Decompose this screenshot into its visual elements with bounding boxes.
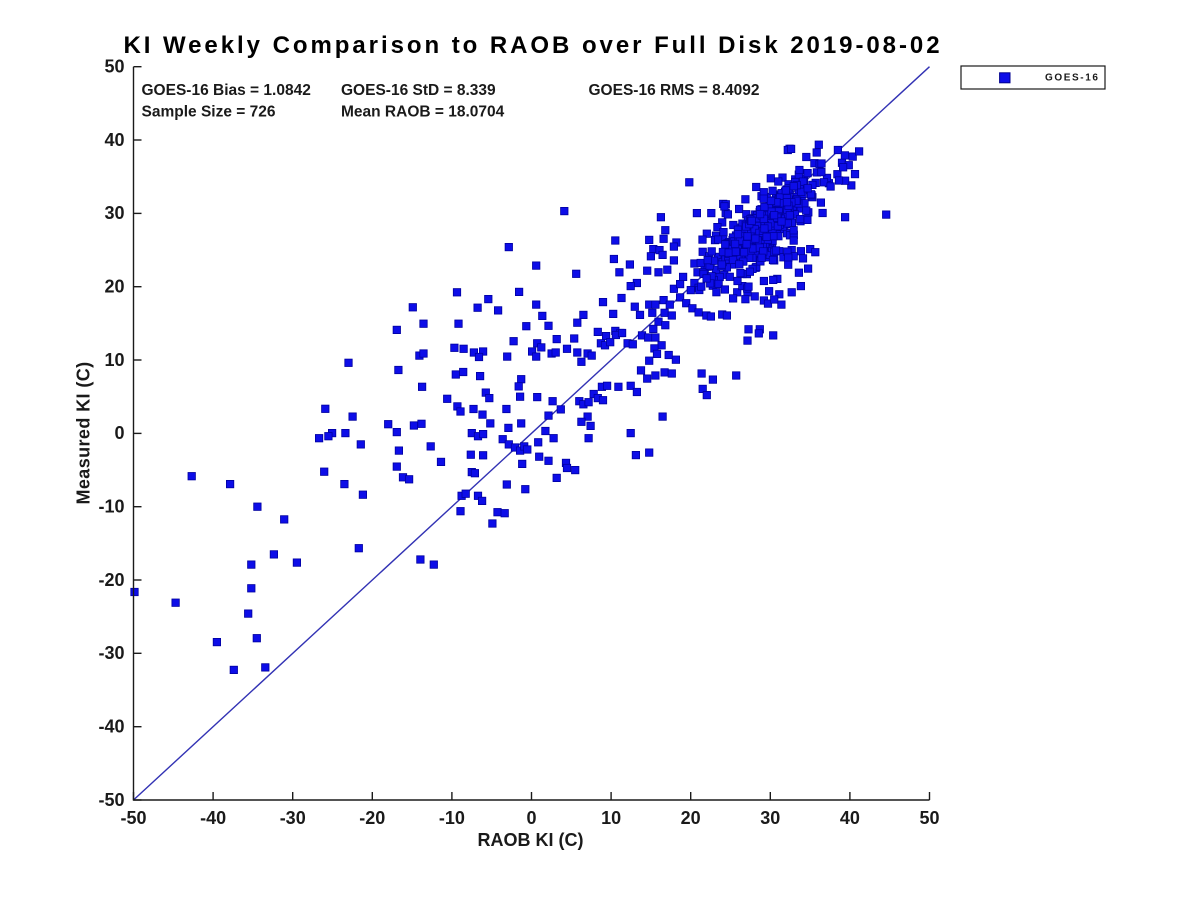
svg-text:-10: -10 <box>98 497 124 517</box>
svg-text:-40: -40 <box>98 717 124 737</box>
svg-text:RAOB KI (C): RAOB KI (C) <box>478 830 584 850</box>
svg-text:30: 30 <box>104 203 124 223</box>
svg-text:KI Weekly Comparison to RAOB o: KI Weekly Comparison to RAOB over Full D… <box>123 32 942 59</box>
svg-text:-10: -10 <box>439 808 465 828</box>
svg-text:10: 10 <box>601 808 621 828</box>
svg-text:40: 40 <box>840 808 860 828</box>
svg-text:0: 0 <box>526 808 536 828</box>
svg-text:20: 20 <box>681 808 701 828</box>
svg-text:0: 0 <box>114 423 124 443</box>
svg-text:GOES-16 Bias = 1.0842: GOES-16 Bias = 1.0842 <box>142 82 311 99</box>
svg-text:30: 30 <box>760 808 780 828</box>
svg-text:GOES-16 RMS = 8.4092: GOES-16 RMS = 8.4092 <box>589 82 760 99</box>
svg-text:-50: -50 <box>98 790 124 810</box>
svg-text:-40: -40 <box>200 808 226 828</box>
svg-text:50: 50 <box>919 808 939 828</box>
svg-text:-20: -20 <box>359 808 385 828</box>
svg-text:-30: -30 <box>98 643 124 663</box>
svg-text:40: 40 <box>104 130 124 150</box>
svg-text:-30: -30 <box>280 808 306 828</box>
svg-text:-50: -50 <box>120 808 146 828</box>
svg-text:50: 50 <box>104 57 124 77</box>
svg-text:Sample Size = 726: Sample Size = 726 <box>142 104 276 121</box>
svg-text:Mean RAOB = 18.0704: Mean RAOB = 18.0704 <box>341 104 505 121</box>
svg-text:10: 10 <box>104 350 124 370</box>
svg-text:-20: -20 <box>98 570 124 590</box>
svg-text:GOES-16: GOES-16 <box>1045 73 1100 84</box>
svg-text:GOES-16 StD = 8.339: GOES-16 StD = 8.339 <box>341 82 496 99</box>
svg-text:Measured KI (C): Measured KI (C) <box>73 361 93 504</box>
svg-text:20: 20 <box>104 277 124 297</box>
